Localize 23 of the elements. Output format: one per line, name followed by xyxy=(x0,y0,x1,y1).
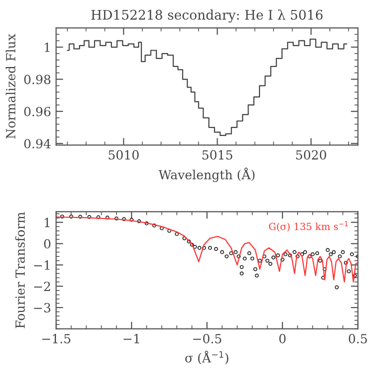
x-tick-label: −1 xyxy=(124,334,139,344)
chart-title: HD152218 secondary: He I λ 5016 xyxy=(91,9,323,22)
y-tick-label: 1 xyxy=(44,42,50,52)
y-tick-label: −3 xyxy=(34,303,50,312)
y-axis-title: Fourier Transform xyxy=(15,212,25,328)
y-tick-label: 0.94 xyxy=(24,138,51,148)
y-tick-label: 0.96 xyxy=(24,106,50,116)
x-tick-label: 5010 xyxy=(108,150,139,160)
series-label: G(σ) 135 km s$^{−1}$ xyxy=(269,221,348,232)
y-tick-label: 0 xyxy=(44,239,50,249)
x-tick-label: 5020 xyxy=(296,150,326,160)
y-tick-label: −2 xyxy=(34,282,50,291)
x-tick-label: −1.5 xyxy=(42,334,70,344)
y-tick-label: 0.98 xyxy=(24,74,50,84)
y-axis-title: Normalized Flux xyxy=(6,34,16,139)
x-tick-label: −0.5 xyxy=(193,334,222,344)
x-tick-label: 5015 xyxy=(202,150,232,160)
x-tick-label: 0.5 xyxy=(348,334,367,344)
x-tick-label: 0 xyxy=(279,334,286,344)
x-axis-title: σ (Å$^{−1}$) xyxy=(185,350,228,364)
y-tick-label: −1 xyxy=(34,260,50,270)
y-tick-label: 1 xyxy=(44,218,50,228)
x-axis-title: Wavelength (Å) xyxy=(158,168,254,182)
